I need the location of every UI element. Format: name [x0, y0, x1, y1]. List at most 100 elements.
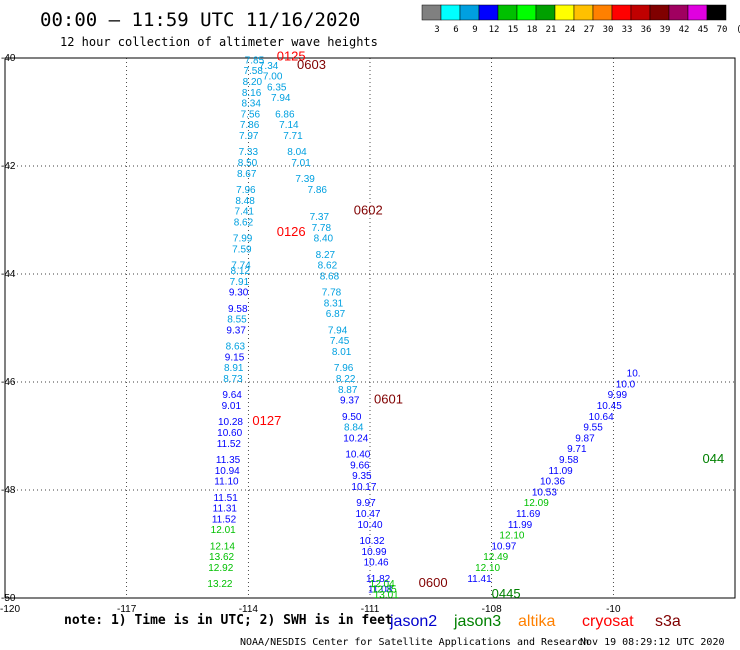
wave-height-point: 10.46: [364, 558, 389, 569]
scale-label: 9: [472, 25, 477, 35]
scale-swatch: [497, 4, 518, 21]
wave-height-point: 10.: [627, 369, 641, 380]
wave-height-point: 8.63: [226, 342, 246, 353]
pass-time-label: 0603: [297, 57, 326, 72]
scale-swatch: [649, 4, 670, 21]
wave-height-point: 9.99: [608, 390, 628, 401]
wave-height-point: 12.09: [524, 498, 549, 509]
wave-height-point: 13.62: [209, 552, 234, 563]
y-tick-label: -46: [1, 377, 16, 388]
wave-height-point: 8.31: [324, 298, 344, 309]
wave-height-point: 7.34: [259, 61, 279, 72]
wave-height-point: 8.67: [237, 169, 257, 180]
wave-height-point: 11.09: [548, 466, 573, 477]
wave-height-point: 11.10: [214, 477, 239, 488]
wave-height-point: 8.55: [227, 315, 247, 326]
wave-height-point: 11.99: [508, 520, 533, 531]
scale-swatch: [421, 4, 442, 21]
wave-height-point: 8.87: [338, 385, 358, 396]
wave-height-point: 7.59: [232, 244, 252, 255]
wave-height-point: 10.99: [362, 547, 387, 558]
wave-height-point: 12.49: [483, 552, 508, 563]
scale-label: 39: [660, 25, 671, 35]
wave-height-point: 9.50: [342, 412, 362, 423]
wave-height-point: 8.20: [243, 77, 263, 88]
wave-height-point: 9.66: [350, 460, 370, 471]
scale-swatch: [611, 4, 632, 21]
wave-height-point: 7.01: [291, 158, 311, 169]
wave-height-point: 7.86: [308, 185, 328, 196]
scale-label: 42: [679, 25, 690, 35]
mission-label: altika: [518, 613, 555, 630]
scale-label: 27: [584, 25, 595, 35]
scale-swatch: [535, 4, 556, 21]
wave-height-point: 8.27: [316, 250, 336, 261]
y-tick-label: -42: [1, 161, 16, 172]
wave-height-point: 11.31: [213, 504, 238, 515]
x-tick-label: -108: [482, 604, 502, 615]
scale-label: 30: [603, 25, 614, 35]
data-points: 7.857.588.208.168.347.567.867.977.338.50…: [207, 55, 640, 601]
chart-subtitle: 12 hour collection of altimeter wave hei…: [60, 35, 378, 49]
wave-height-point: 7.71: [283, 131, 303, 142]
wave-height-point: 6.87: [326, 309, 346, 320]
pass-time-label: 0126: [277, 224, 306, 239]
mission-label: s3a: [655, 613, 681, 630]
wave-height-point: 9.30: [229, 288, 249, 299]
wave-height-point: 12.92: [208, 563, 233, 574]
wave-height-point: 7.96: [236, 185, 256, 196]
wave-height-point: 8.34: [241, 99, 261, 110]
wave-height-point: 7.91: [230, 277, 250, 288]
wave-height-point: 7.37: [310, 212, 330, 223]
wave-height-point: 8.84: [344, 423, 364, 434]
wave-height-point: 7.86: [240, 120, 260, 131]
wave-height-point: 10.47: [355, 509, 380, 520]
pass-time-label: 0601: [374, 392, 403, 407]
scale-swatch: [630, 4, 651, 21]
wave-height-point: 11.35: [216, 455, 241, 466]
wave-height-point: 10.0: [616, 379, 636, 390]
wave-height-point: 7.99: [233, 234, 253, 245]
scale-swatch: [516, 4, 537, 21]
mission-legend: jason2 jason3 altika cryosat s3a: [389, 613, 681, 630]
x-tick-label: -120: [0, 604, 20, 615]
scale-swatch: [459, 4, 480, 21]
footer-credit: NOAA/NESDIS Center for Satellite Applica…: [240, 637, 589, 648]
wave-height-point: 7.00: [263, 72, 283, 83]
scale-label: 70: [717, 25, 728, 35]
wave-height-point: 9.87: [575, 433, 595, 444]
wave-height-point: 9.15: [225, 352, 245, 363]
wave-height-point: 9.58: [228, 304, 248, 315]
wave-height-point: 7.94: [271, 93, 291, 104]
wave-height-point: 7.97: [239, 131, 259, 142]
wave-height-point: 7.78: [322, 288, 342, 299]
footer-timestamp: Nov 19 08:29:12 UTC 2020: [580, 637, 725, 648]
wave-height-point: 10.40: [345, 450, 370, 461]
scale-label: 24: [565, 25, 576, 35]
scale-label: 21: [546, 25, 557, 35]
wave-height-point: 8.68: [320, 271, 340, 282]
wave-height-point: 8.16: [242, 88, 262, 99]
scale-swatch: [592, 4, 613, 21]
wave-height-point: 13.22: [207, 579, 232, 590]
wave-height-point: 7.94: [328, 325, 348, 336]
wave-height-point: 10.28: [218, 417, 243, 428]
wave-height-point: 8.73: [223, 374, 243, 385]
wave-height-point: 7.45: [330, 336, 350, 347]
wave-height-point: 9.71: [567, 444, 587, 455]
wave-height-point: 12.10: [475, 563, 500, 574]
wave-height-point: 11.82: [366, 574, 391, 585]
mission-label: jason3: [453, 613, 501, 630]
wave-height-point: 9.58: [559, 455, 579, 466]
scale-label: 12: [489, 25, 500, 35]
wave-height-point: 11.52: [217, 439, 242, 450]
pass-time-label: 0127: [252, 413, 281, 428]
wave-height-point: 9.37: [340, 396, 360, 407]
x-tick-label: -10: [606, 604, 621, 615]
wave-height-point: 9.55: [583, 423, 603, 434]
mission-label: cryosat: [582, 613, 634, 630]
y-tick-labels: -40 -42 -44 -46 -48 -50: [1, 53, 16, 604]
